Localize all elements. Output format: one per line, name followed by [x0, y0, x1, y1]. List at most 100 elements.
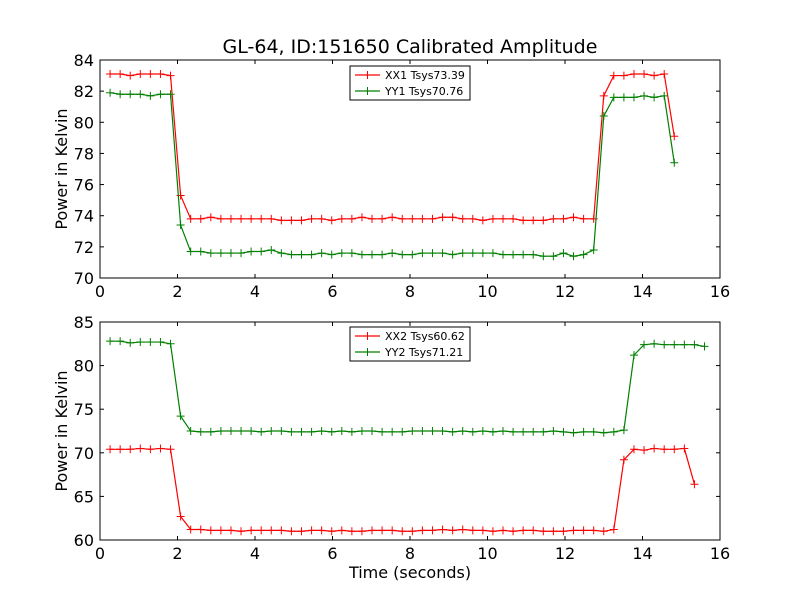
x-tick-label: 16 — [710, 544, 730, 563]
data-point — [499, 250, 507, 259]
data-point — [478, 249, 487, 258]
plot-top: 0 2 4 6 8 10 12 14 16 70 72 74 76 78 80 82 84 Power in Ke… — [52, 51, 730, 301]
data-point — [408, 527, 417, 536]
data-point — [116, 70, 125, 79]
data-point — [539, 527, 548, 536]
data-point — [186, 427, 195, 435]
data-point — [106, 337, 115, 346]
data-point — [136, 444, 145, 453]
data-point — [690, 480, 699, 489]
y-tick-label: 74 — [74, 207, 94, 226]
data-point — [368, 427, 377, 435]
data-point — [599, 112, 608, 121]
data-point — [146, 338, 155, 347]
data-point — [640, 70, 649, 79]
data-point — [378, 427, 387, 436]
data-point — [357, 427, 366, 435]
data-point — [398, 250, 407, 259]
data-point — [146, 445, 155, 454]
data-point — [559, 427, 568, 436]
data-point — [156, 444, 165, 453]
data-point — [529, 250, 538, 259]
data-point — [488, 214, 497, 223]
y-tick-label: 70 — [74, 269, 94, 288]
data-point — [347, 249, 356, 258]
data-point — [317, 214, 326, 223]
data-point — [226, 526, 235, 535]
data-point — [478, 427, 487, 435]
data-point — [589, 526, 598, 535]
x-tick-label: 10 — [477, 544, 497, 563]
data-point — [428, 214, 437, 223]
data-point — [428, 526, 437, 535]
x-tick-label: 6 — [327, 282, 337, 301]
data-point — [287, 250, 296, 259]
data-point — [176, 412, 185, 421]
data-point — [539, 252, 548, 261]
data-point — [488, 427, 497, 436]
data-point — [499, 526, 507, 535]
data-point — [488, 527, 497, 536]
data-point — [428, 249, 437, 258]
x-tick-label: 4 — [250, 282, 260, 301]
data-point — [589, 427, 598, 436]
data-point — [629, 445, 638, 454]
data-point — [609, 525, 618, 534]
data-point — [499, 427, 507, 435]
data-point — [388, 249, 397, 258]
data-point — [247, 214, 256, 223]
data-point — [186, 525, 195, 534]
data-point — [519, 250, 528, 259]
data-point — [388, 427, 397, 436]
legend: XX1 Tsys73.39 YY1 Tsys70.76 — [349, 65, 471, 101]
data-point — [347, 214, 356, 223]
data-point — [438, 525, 447, 534]
data-point — [448, 427, 457, 436]
data-point — [690, 340, 699, 349]
data-point — [519, 427, 528, 436]
data-point — [609, 71, 618, 80]
data-point — [438, 213, 447, 222]
data-point — [438, 249, 447, 258]
data-point — [297, 250, 306, 259]
data-point — [408, 427, 417, 435]
data-point — [629, 70, 638, 79]
x-tick-label: 10 — [477, 282, 497, 301]
data-point — [126, 71, 135, 80]
data-point — [660, 91, 669, 100]
data-point — [619, 93, 628, 102]
data-point — [680, 340, 689, 349]
legend-box — [349, 326, 471, 362]
data-point — [126, 338, 135, 347]
data-point — [357, 527, 366, 536]
data-point — [368, 214, 377, 223]
data-point — [579, 427, 588, 436]
data-point — [166, 339, 175, 348]
data-point — [529, 427, 538, 436]
data-point — [579, 250, 588, 259]
legend-box — [349, 65, 471, 101]
data-point — [277, 427, 286, 435]
data-point — [226, 214, 235, 223]
data-point — [599, 428, 608, 437]
data-point — [307, 250, 316, 259]
data-point — [307, 427, 316, 436]
data-point — [237, 427, 246, 435]
data-point — [660, 70, 669, 79]
data-point — [569, 428, 578, 437]
x-tick-label: 0 — [95, 282, 105, 301]
x-tick-label: 14 — [632, 544, 652, 563]
data-point — [337, 214, 346, 223]
legend: XX2 Tsys60.62 YY2 Tsys71.21 — [349, 326, 471, 362]
data-point — [509, 427, 518, 436]
data-point — [448, 213, 457, 222]
data-point — [398, 527, 407, 536]
data-point — [307, 526, 316, 535]
data-point — [317, 427, 326, 435]
data-point — [357, 250, 366, 259]
data-point — [347, 527, 356, 536]
x-tick-label: 0 — [95, 544, 105, 563]
data-point — [660, 340, 669, 349]
data-point — [206, 249, 215, 258]
data-point — [458, 249, 467, 258]
